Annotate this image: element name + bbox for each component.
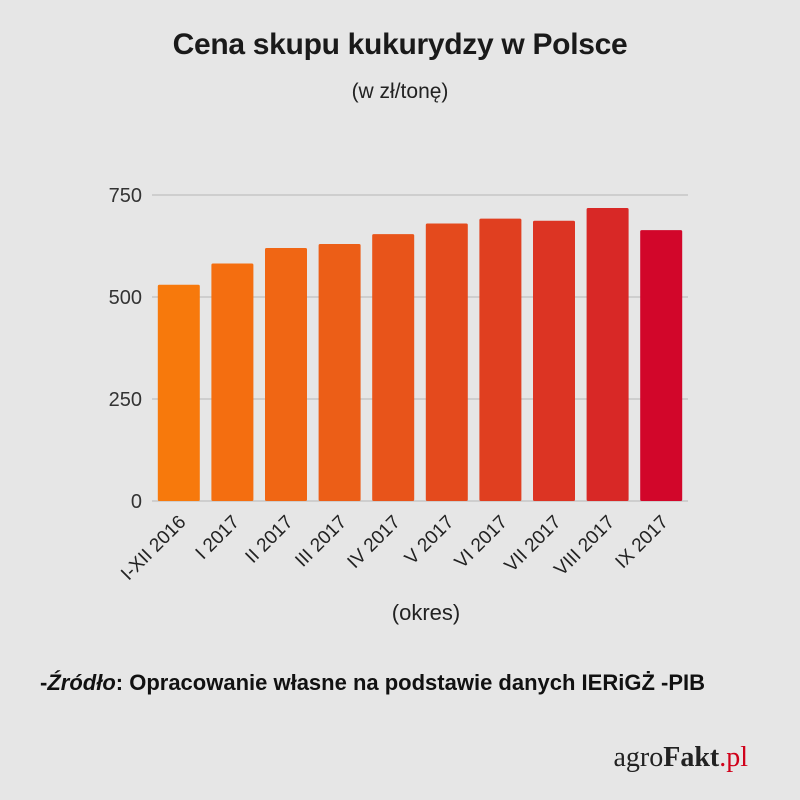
x-axis-label: (okres) — [392, 600, 460, 625]
bar-10 — [640, 230, 683, 501]
bar-5 — [372, 234, 415, 501]
x-tick-label: II 2017 — [242, 512, 298, 568]
bar-4 — [318, 243, 361, 501]
chart-subtitle: (w zł/tonę) — [351, 80, 449, 103]
logo-part-pl: .pl — [719, 742, 748, 773]
bar-9 — [586, 208, 629, 501]
bar-2 — [211, 263, 254, 501]
bars — [157, 208, 683, 502]
bar-8 — [533, 220, 575, 502]
bar-6 — [425, 223, 468, 501]
agrofakt-logo: agroFakt.pl — [613, 742, 748, 774]
logo-part-agro: agro — [613, 742, 664, 773]
source-prefix: - — [40, 670, 48, 695]
logo-part-fakt: Fakt — [663, 742, 720, 773]
x-tick-label: IV 2017 — [344, 512, 405, 573]
chart-title: Cena skupu kukurydzy w Polsce — [172, 28, 628, 61]
y-tick-label: 500 — [109, 287, 142, 309]
x-tick-label: I-XII 2016 — [117, 512, 190, 585]
x-tick-label: V 2017 — [401, 512, 458, 569]
bar-1 — [157, 284, 200, 501]
y-tick-label: 750 — [109, 185, 142, 207]
y-tick-label: 0 — [131, 491, 142, 513]
source-label: Źródło — [47, 670, 116, 695]
bar-7 — [479, 218, 522, 501]
source-text: : Opracowanie własne na podstawie danych… — [115, 670, 706, 695]
x-tick-label: IX 2017 — [612, 512, 673, 573]
y-axis-ticks: 0 250 500 750 — [109, 185, 142, 513]
source-note: -Źródło: Opracowanie własne na podstawie… — [40, 670, 705, 696]
bar-3 — [265, 248, 307, 501]
y-tick-label: 250 — [109, 389, 142, 411]
x-tick-label: I 2017 — [192, 512, 244, 564]
x-tick-label: III 2017 — [291, 512, 351, 572]
